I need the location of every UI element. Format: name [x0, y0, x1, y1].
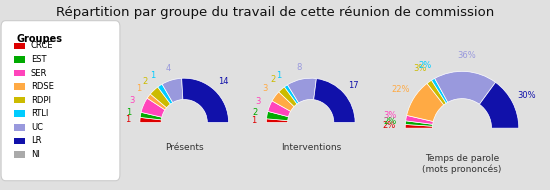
Bar [14, 97, 25, 103]
Text: 3%: 3% [384, 111, 397, 120]
Wedge shape [314, 78, 355, 123]
Wedge shape [406, 115, 433, 124]
Text: 1: 1 [125, 115, 130, 124]
Text: 3: 3 [255, 97, 261, 106]
Text: NI: NI [31, 150, 40, 159]
Wedge shape [162, 78, 183, 103]
Text: 1: 1 [126, 108, 131, 117]
Text: 2: 2 [252, 108, 257, 117]
Wedge shape [267, 111, 288, 121]
Text: 36%: 36% [458, 51, 476, 60]
Wedge shape [434, 71, 496, 104]
Wedge shape [158, 84, 173, 104]
Bar [14, 43, 25, 49]
Text: 3: 3 [129, 96, 135, 105]
Wedge shape [405, 124, 432, 128]
Text: RDSE: RDSE [31, 82, 54, 91]
Text: 2%: 2% [383, 121, 396, 130]
Text: RDPI: RDPI [31, 96, 51, 105]
Text: 1: 1 [276, 71, 282, 80]
Text: 3%: 3% [414, 64, 427, 73]
Wedge shape [427, 80, 446, 105]
Bar [14, 83, 25, 90]
Text: 4: 4 [166, 64, 170, 73]
Text: Présents: Présents [165, 142, 204, 151]
Text: UC: UC [31, 123, 43, 132]
Text: 2%: 2% [419, 61, 432, 70]
Wedge shape [288, 78, 316, 103]
Text: 2%: 2% [383, 117, 397, 126]
Bar [14, 124, 25, 131]
Bar [14, 151, 25, 158]
Bar [14, 70, 25, 76]
Wedge shape [268, 101, 290, 117]
Wedge shape [140, 117, 161, 123]
FancyBboxPatch shape [1, 21, 120, 181]
Wedge shape [140, 112, 162, 120]
Text: Temps de parole
(mots prononcés): Temps de parole (mots prononcés) [422, 154, 502, 174]
Text: SER: SER [31, 69, 47, 78]
Text: EST: EST [31, 55, 46, 64]
Text: 3: 3 [262, 84, 268, 93]
Text: 8: 8 [296, 63, 301, 72]
Wedge shape [480, 82, 519, 128]
Text: 30%: 30% [518, 91, 536, 100]
Text: LR: LR [31, 136, 41, 145]
Text: Répartition par groupe du travail de cette réunion de commission: Répartition par groupe du travail de cet… [56, 6, 494, 19]
Wedge shape [406, 83, 444, 122]
Wedge shape [147, 94, 167, 110]
Text: 2: 2 [271, 75, 276, 84]
Wedge shape [432, 78, 448, 103]
Text: Groupes: Groupes [16, 34, 63, 44]
Wedge shape [405, 121, 433, 126]
Wedge shape [150, 87, 170, 108]
Wedge shape [141, 98, 165, 117]
Text: CRCE: CRCE [31, 41, 53, 50]
Bar [14, 56, 25, 63]
Text: 2: 2 [142, 77, 148, 86]
Text: RTLI: RTLI [31, 109, 48, 118]
Text: 14: 14 [218, 77, 228, 86]
Wedge shape [266, 119, 288, 123]
Text: 22%: 22% [392, 85, 410, 94]
Bar [14, 138, 25, 144]
Text: 17: 17 [348, 81, 359, 89]
Text: Interventions: Interventions [280, 142, 341, 151]
Wedge shape [284, 85, 299, 104]
Wedge shape [272, 92, 294, 111]
Wedge shape [182, 78, 229, 123]
Text: 1: 1 [251, 116, 257, 125]
Wedge shape [279, 87, 297, 107]
Text: 1: 1 [151, 71, 156, 80]
Text: 1: 1 [136, 84, 141, 93]
Bar [14, 110, 25, 117]
